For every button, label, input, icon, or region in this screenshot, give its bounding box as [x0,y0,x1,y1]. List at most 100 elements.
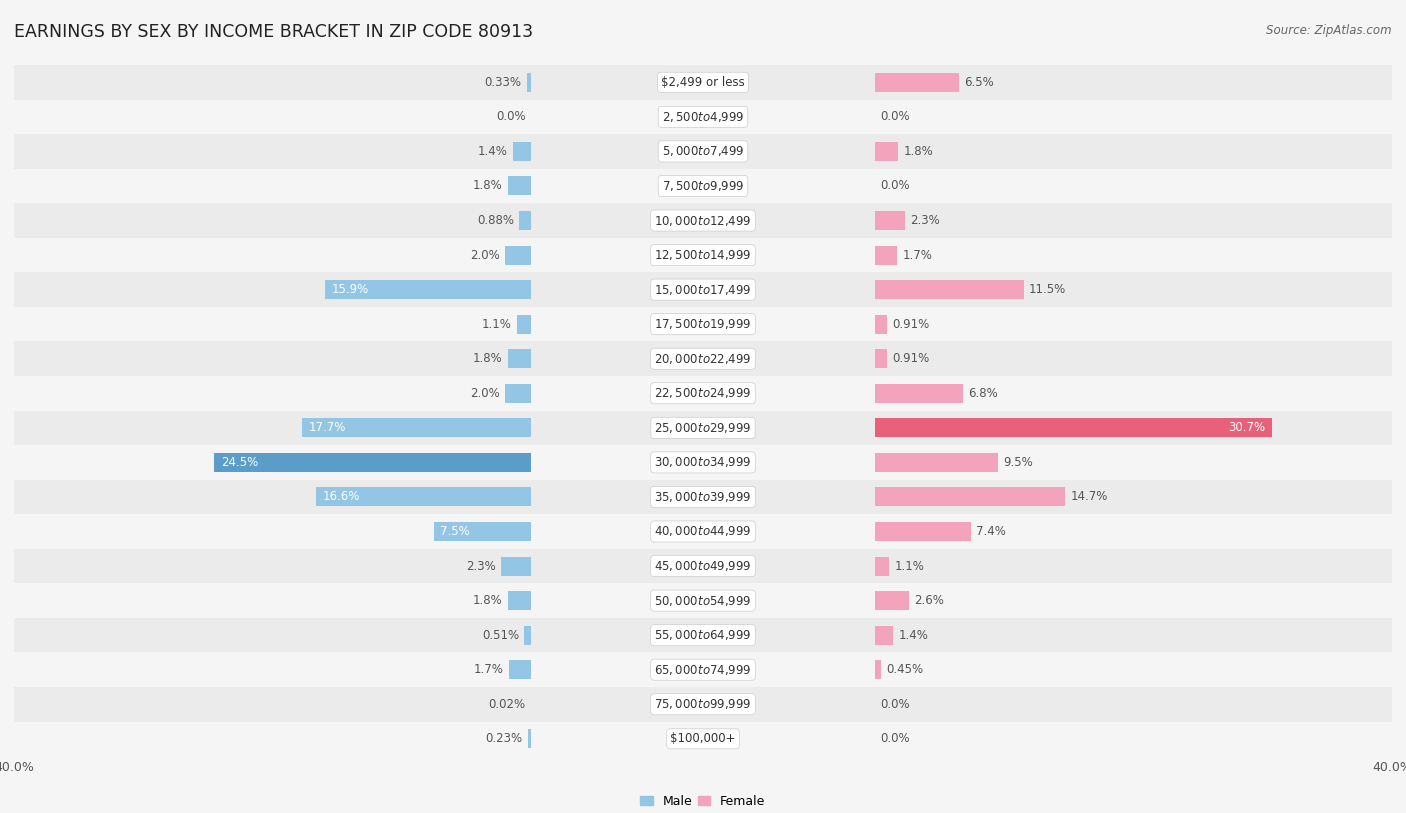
Bar [0,99,1406,134]
Bar [876,315,887,333]
Text: 1.7%: 1.7% [903,249,932,262]
Bar [876,419,1272,437]
Bar [0,549,1406,584]
Bar [0,307,1406,341]
Text: 30.7%: 30.7% [1229,421,1265,434]
Text: 1.8%: 1.8% [904,145,934,158]
Bar [0,722,1406,756]
Text: $2,500 to $4,999: $2,500 to $4,999 [662,110,744,124]
Bar [0,652,1406,687]
Bar [513,142,531,161]
Text: 2.3%: 2.3% [467,559,496,572]
Text: 0.51%: 0.51% [482,628,519,641]
Text: $30,000 to $34,999: $30,000 to $34,999 [654,455,752,469]
Bar [0,549,1406,584]
Bar [0,237,1406,272]
Text: 14.7%: 14.7% [1070,490,1108,503]
Bar [0,169,1406,203]
Bar [0,376,1406,411]
Text: 0.0%: 0.0% [496,111,526,124]
Bar [0,446,1406,480]
Text: $45,000 to $49,999: $45,000 to $49,999 [654,559,752,573]
Text: 1.4%: 1.4% [898,628,928,641]
Text: 2.0%: 2.0% [470,387,499,400]
Bar [316,488,531,506]
Bar [302,419,531,437]
Bar [0,272,1406,307]
Bar [0,411,1406,446]
Bar [0,549,1406,584]
Bar [0,237,1406,272]
Bar [0,446,1406,480]
Bar [505,384,531,402]
Bar [0,203,1406,237]
Text: $35,000 to $39,999: $35,000 to $39,999 [654,490,752,504]
Bar [0,203,1406,237]
Bar [0,272,1406,307]
Text: 0.91%: 0.91% [893,352,929,365]
Bar [214,453,531,472]
Text: 2.0%: 2.0% [470,249,499,262]
Bar [527,729,531,748]
Bar [0,584,1406,618]
Bar [0,99,1406,134]
Bar [876,626,893,645]
Text: 11.5%: 11.5% [1029,283,1066,296]
Bar [0,272,1406,307]
Text: $12,500 to $14,999: $12,500 to $14,999 [654,248,752,262]
Bar [0,687,1406,722]
Bar [876,73,959,92]
Bar [0,515,1406,549]
Bar [501,557,531,576]
Bar [0,134,1406,169]
Bar [876,211,905,230]
Bar [876,557,890,576]
Text: $17,500 to $19,999: $17,500 to $19,999 [654,317,752,331]
Text: 1.7%: 1.7% [474,663,503,676]
Text: 24.5%: 24.5% [221,456,257,469]
Text: 0.0%: 0.0% [880,698,910,711]
Bar [0,618,1406,652]
Text: $15,000 to $17,499: $15,000 to $17,499 [654,283,752,297]
Bar [0,652,1406,687]
Text: 7.5%: 7.5% [440,525,470,538]
Text: 0.0%: 0.0% [880,733,910,746]
Bar [0,99,1406,134]
Text: 17.7%: 17.7% [308,421,346,434]
Text: $10,000 to $12,499: $10,000 to $12,499 [654,214,752,228]
Bar [0,341,1406,376]
Bar [0,65,1406,99]
Bar [0,341,1406,376]
Text: 1.8%: 1.8% [472,352,502,365]
Bar [0,169,1406,203]
Bar [434,522,531,541]
Text: 6.8%: 6.8% [969,387,998,400]
Text: $100,000+: $100,000+ [671,733,735,746]
Text: 1.8%: 1.8% [472,180,502,193]
Text: $5,000 to $7,499: $5,000 to $7,499 [662,145,744,159]
Text: 7.4%: 7.4% [976,525,1005,538]
Bar [876,660,882,679]
Bar [0,480,1406,515]
Text: $65,000 to $74,999: $65,000 to $74,999 [654,663,752,676]
Text: $25,000 to $29,999: $25,000 to $29,999 [654,421,752,435]
Text: $75,000 to $99,999: $75,000 to $99,999 [654,698,752,711]
Bar [0,584,1406,618]
Text: $50,000 to $54,999: $50,000 to $54,999 [654,593,752,607]
Text: $55,000 to $64,999: $55,000 to $64,999 [654,628,752,642]
Bar [0,652,1406,687]
Text: 15.9%: 15.9% [332,283,370,296]
Bar [0,134,1406,169]
Bar [0,687,1406,722]
Text: 1.8%: 1.8% [472,594,502,607]
Text: 1.1%: 1.1% [894,559,925,572]
Legend: Male, Female: Male, Female [636,790,770,813]
Text: 1.4%: 1.4% [478,145,508,158]
Bar [526,73,531,92]
Bar [0,722,1406,756]
Bar [0,446,1406,480]
Bar [876,488,1066,506]
Text: 0.45%: 0.45% [886,663,924,676]
Bar [0,722,1406,756]
Text: Source: ZipAtlas.com: Source: ZipAtlas.com [1267,24,1392,37]
